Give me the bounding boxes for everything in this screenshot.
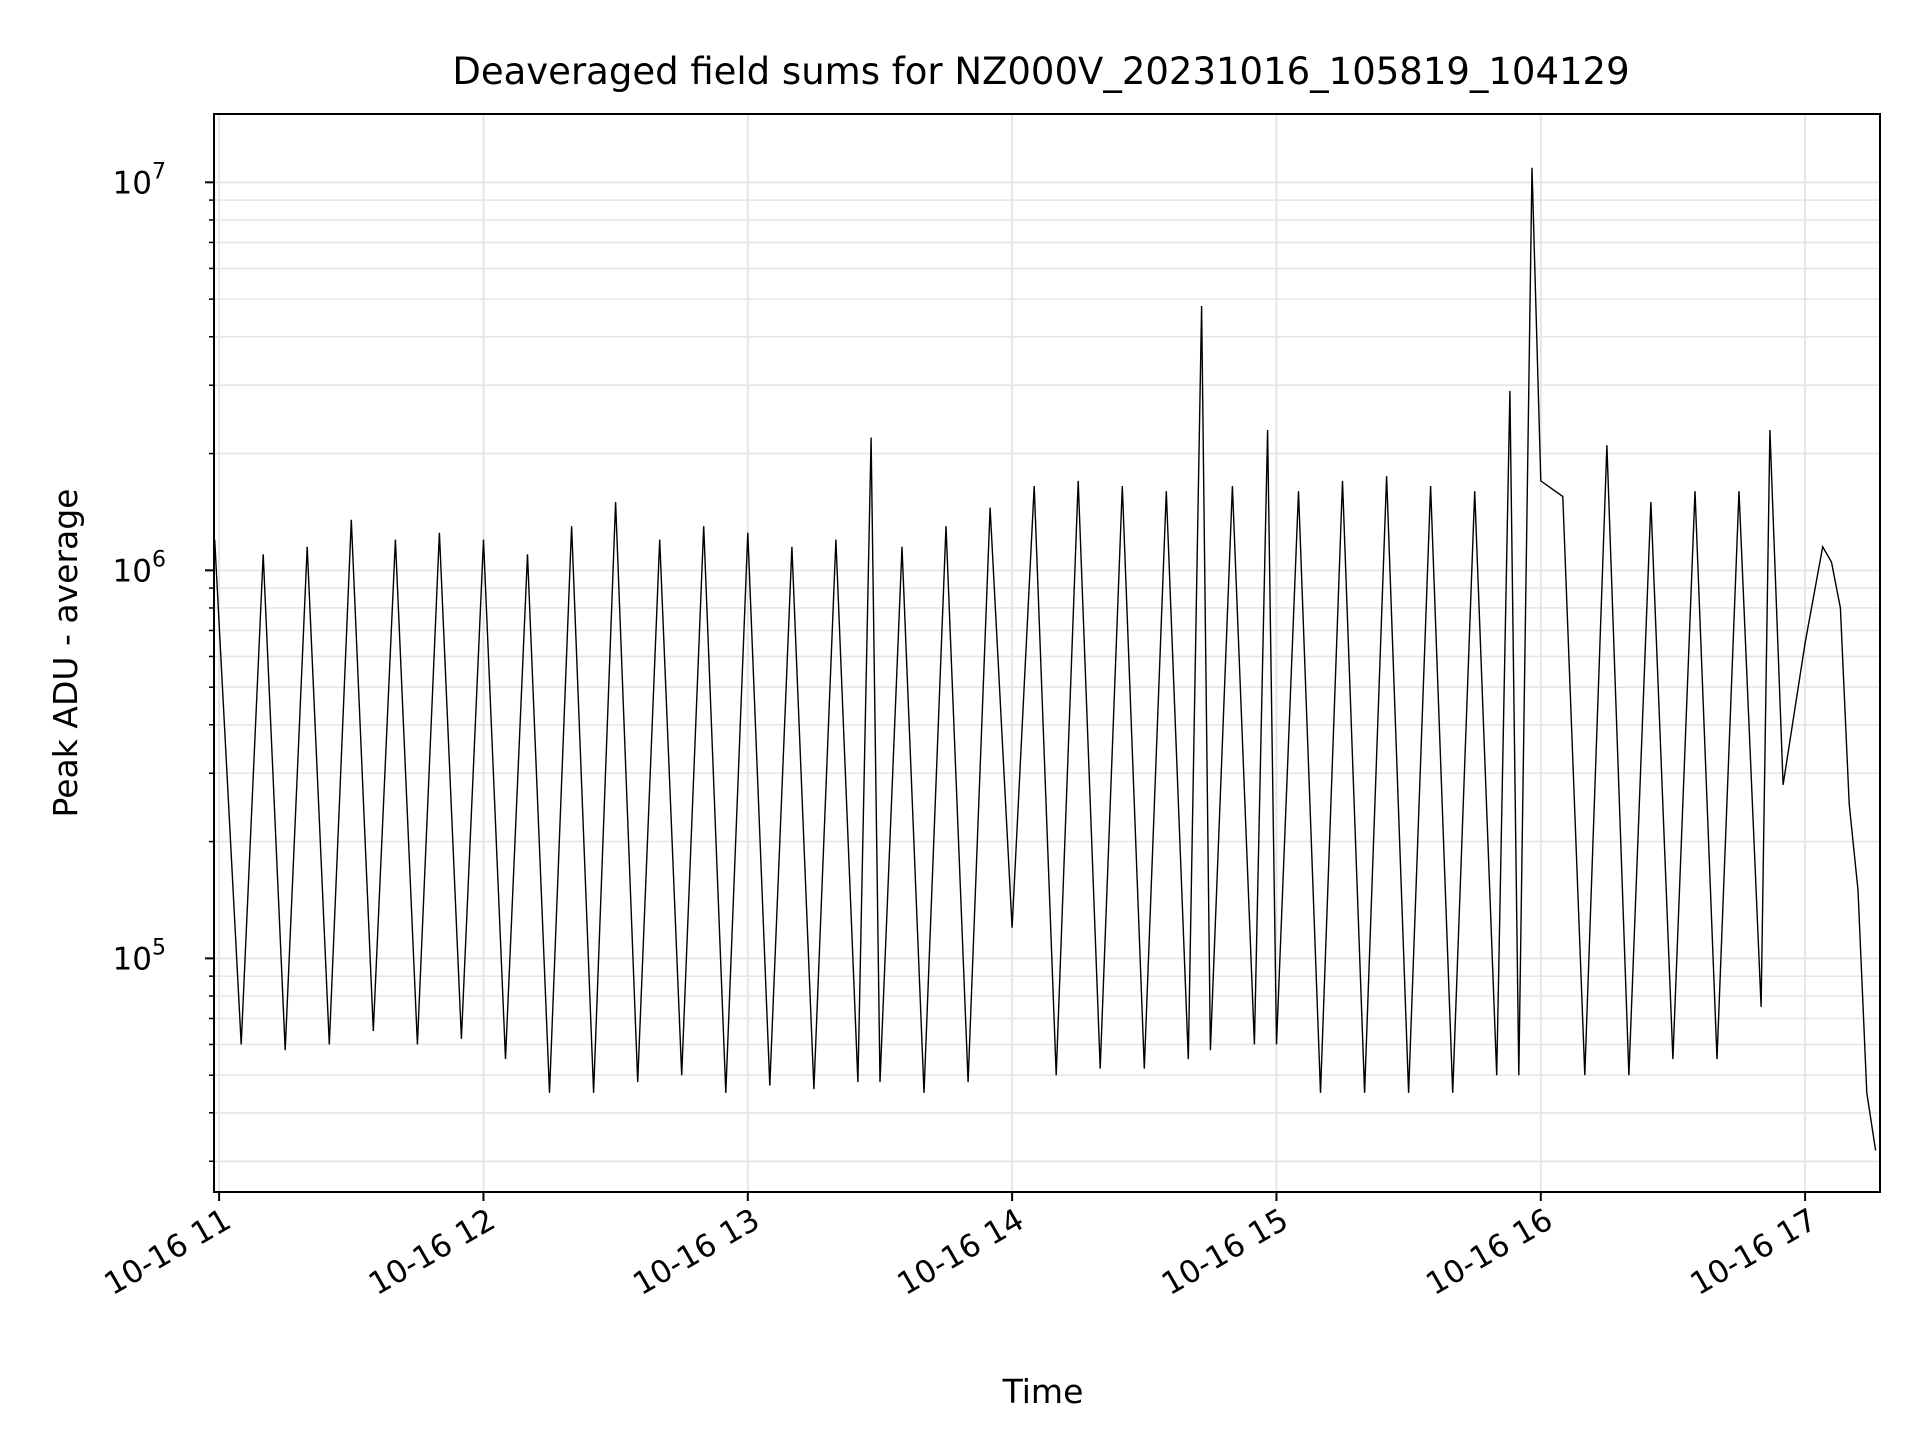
chart-title: Deaveraged field sums for NZ000V_2023101… [452, 50, 1629, 93]
y-tick-label: 107 [113, 159, 166, 201]
series-layer [214, 167, 1877, 1151]
y-axis: 105 106 107 [113, 159, 214, 1163]
y-tick-label: 105 [113, 935, 166, 977]
series-line [214, 167, 1877, 1151]
y-axis-label: Peak ADU - average [46, 489, 85, 818]
x-axis-label: Time [1002, 1372, 1084, 1411]
y-tick-label: 106 [113, 547, 166, 589]
plot-area-frame [213, 113, 1881, 1193]
